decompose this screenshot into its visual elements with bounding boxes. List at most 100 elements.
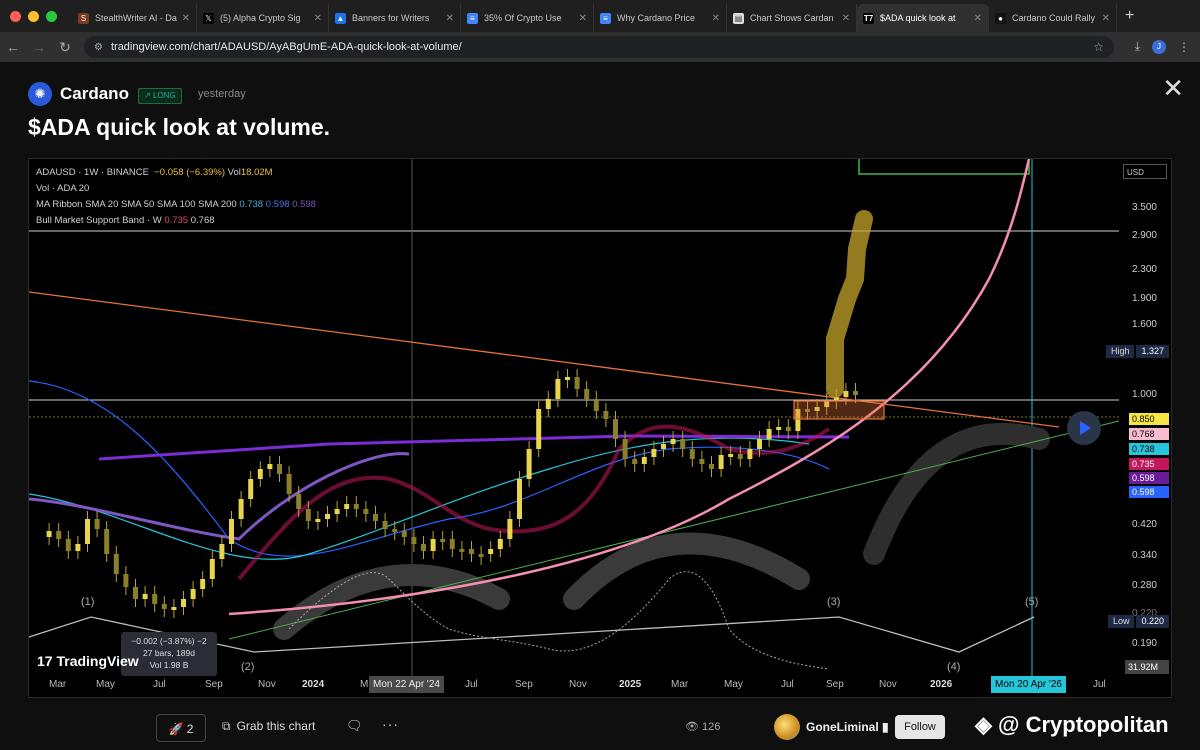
x-tick-label: Sep	[205, 679, 223, 690]
symbol-name[interactable]: Cardano	[60, 84, 129, 103]
candle-body	[440, 539, 446, 542]
browser-tab[interactable]: ● Cardano Could Rally ✕	[989, 4, 1117, 32]
candle-body	[776, 427, 782, 430]
docs-icon: ≡	[467, 12, 478, 24]
target-box	[858, 159, 1030, 175]
candle-body	[209, 559, 215, 579]
play-replay-button[interactable]	[1067, 411, 1101, 445]
rocket-icon: 🚀	[168, 722, 187, 736]
candle-body	[699, 459, 705, 464]
x-tick-label: Jul	[1093, 679, 1106, 690]
close-tab-icon[interactable]: ✕	[973, 12, 982, 24]
close-tab-icon[interactable]: ✕	[181, 12, 190, 24]
close-icon[interactable]: ✕	[1162, 73, 1184, 103]
candle-body	[142, 594, 148, 599]
legend-ma-row[interactable]: MA Ribbon SMA 20 SMA 50 SMA 100 SMA 200 …	[36, 199, 316, 210]
back-icon[interactable]: ←	[6, 39, 20, 55]
candle-body	[430, 539, 436, 551]
candle-body	[603, 411, 609, 419]
x-tick-label: Mar	[671, 679, 689, 690]
more-options-icon[interactable]: ···	[382, 716, 399, 732]
close-tab-icon[interactable]: ✕	[313, 12, 322, 24]
follow-button[interactable]: Follow	[895, 715, 945, 739]
candle-body	[833, 397, 839, 401]
browser-tab[interactable]: ≡ Why Cardano Price ✕	[594, 4, 727, 32]
candle-body	[373, 514, 378, 521]
boost-button[interactable]: 🚀 2	[156, 714, 206, 742]
reload-icon[interactable]: ↻	[59, 38, 71, 55]
x-tick-label: Nov	[258, 679, 276, 690]
grab-chart-button[interactable]: ⧉ Grab this chart	[222, 719, 316, 733]
close-tab-icon[interactable]: ✕	[578, 12, 587, 24]
y-tick-label: 2.900	[1131, 230, 1157, 241]
bmsb-band	[98, 434, 850, 461]
minimize-window-icon[interactable]	[28, 10, 39, 22]
candle-body	[401, 531, 407, 537]
close-window-icon[interactable]	[10, 10, 21, 22]
close-tab-icon[interactable]: ✕	[711, 12, 720, 24]
candle-body	[574, 377, 580, 389]
close-tab-icon[interactable]: ✕	[841, 12, 850, 24]
candle-body	[718, 455, 724, 469]
close-tab-icon[interactable]: ✕	[445, 12, 454, 24]
candle-body	[766, 429, 772, 439]
candle-body	[728, 454, 734, 457]
tradingview-watermark: 17 TradingView	[37, 653, 139, 669]
candle-body	[286, 474, 292, 494]
browser-tab[interactable]: 𝕏 (5) Alpha Crypto Sig ✕	[197, 4, 329, 32]
legend-bmsb-row[interactable]: Bull Market Support Band · W 0.735 0.768	[36, 215, 215, 226]
close-tab-icon[interactable]: ✕	[1101, 12, 1110, 24]
legend-volume-row[interactable]: Vol · ADA 20	[36, 183, 90, 194]
price-badge: 0.598	[1129, 472, 1169, 484]
browser-tab-active[interactable]: T7 $ADA quick look at ✕	[857, 4, 989, 32]
faded-arc	[273, 564, 510, 640]
candle-body	[459, 549, 465, 552]
volume-dotted-line	[288, 571, 830, 670]
site-info-icon[interactable]: ⚙	[94, 41, 103, 53]
y-tick-label: 0.190	[1131, 638, 1157, 649]
candle-body	[622, 439, 628, 459]
candle-body	[526, 449, 532, 479]
browser-tab[interactable]: S StealthWriter AI - Da ✕	[72, 4, 197, 32]
browser-toolbar: ← → ↻ ⚙ tradingview.com/chart/ADAUSD/AyA…	[0, 32, 1200, 62]
candle-body	[344, 504, 350, 509]
author-avatar[interactable]	[774, 714, 800, 740]
y-tick-label: 1.600	[1131, 319, 1157, 330]
download-icon[interactable]: ⤓	[1134, 39, 1140, 53]
y-tick-label: 1.900	[1131, 293, 1157, 304]
candle-body	[661, 444, 666, 449]
eye-icon: 👁	[685, 721, 703, 733]
candle-body	[421, 544, 426, 551]
candle-body	[737, 454, 743, 459]
candle-body	[651, 449, 657, 457]
browser-tab[interactable]: ≡ 35% Of Crypto Use ✕	[461, 4, 594, 32]
candle-body	[469, 549, 474, 554]
candle-body	[536, 409, 542, 449]
bmsb-ribbon	[237, 424, 831, 581]
address-bar[interactable]: ⚙ tradingview.com/chart/ADAUSD/AyABgUmE-…	[84, 36, 1114, 58]
profile-avatar[interactable]: J	[1152, 39, 1166, 54]
x-tick-label: 2024	[302, 679, 325, 690]
docs-icon: ≡	[600, 12, 611, 24]
candle-body	[75, 544, 81, 551]
new-tab-icon[interactable]: +	[1125, 7, 1135, 24]
low-marker: Low 0.220	[1107, 615, 1169, 628]
candle-body	[392, 529, 398, 532]
browser-tab[interactable]: ▲ Banners for Writers ✕	[329, 4, 461, 32]
forward-icon[interactable]: →	[32, 39, 46, 55]
bookmark-star-icon[interactable]: ☆	[1093, 40, 1104, 54]
candle-body	[488, 549, 494, 554]
candle-body	[584, 389, 590, 399]
currency-selector[interactable]: USD	[1123, 164, 1167, 179]
comment-icon[interactable]: 🗨	[346, 718, 363, 733]
chart-panel[interactable]: ADAUSD · 1W · BINANCE −0.058 (−6.39%) Vo…	[28, 158, 1172, 698]
author-name[interactable]: GoneLiminal ▮	[806, 720, 889, 734]
stealthwriter-icon: S	[78, 12, 89, 24]
menu-kebab-icon[interactable]: ⋮	[1178, 39, 1190, 54]
drive-icon: ▲	[335, 12, 346, 24]
posted-time: yesterday	[198, 88, 246, 100]
maximize-window-icon[interactable]	[46, 10, 57, 22]
elliott-wave-label: (1)	[81, 596, 95, 608]
browser-tab[interactable]: ▤ Chart Shows Cardan ✕	[727, 4, 857, 32]
candle-body	[104, 529, 110, 554]
